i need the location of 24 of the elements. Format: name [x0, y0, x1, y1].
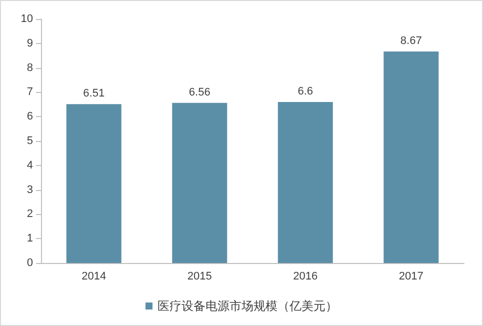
y-tick-label: 1	[26, 232, 33, 245]
x-tick-label: 2016	[293, 270, 318, 282]
x-tick-label: 2017	[398, 270, 424, 282]
legend-label: 医疗设备电源市场规模（亿美元）	[158, 299, 338, 313]
bar	[66, 104, 122, 263]
bar	[172, 102, 228, 263]
y-tick-label: 9	[26, 37, 33, 50]
y-tick-label: 6	[26, 110, 33, 123]
data-label: 6.51	[83, 88, 105, 100]
y-tick-label: 4	[26, 159, 33, 172]
bar	[384, 51, 439, 263]
x-tick-label: 2014	[82, 270, 106, 282]
y-tick-label: 8	[26, 62, 33, 74]
data-label: 6.56	[188, 86, 210, 98]
y-tick-label: 7	[26, 86, 33, 98]
y-tick-label: 2	[26, 208, 33, 220]
data-label: 6.6	[298, 85, 314, 98]
y-tick-label: 10	[20, 13, 33, 25]
bar	[278, 102, 333, 263]
x-tick-label: 2015	[187, 270, 212, 282]
data-label: 8.67	[400, 34, 422, 47]
y-tick-label: 3	[26, 184, 33, 196]
y-tick-label: 0	[26, 257, 33, 269]
y-tick-label: 5	[26, 135, 33, 147]
